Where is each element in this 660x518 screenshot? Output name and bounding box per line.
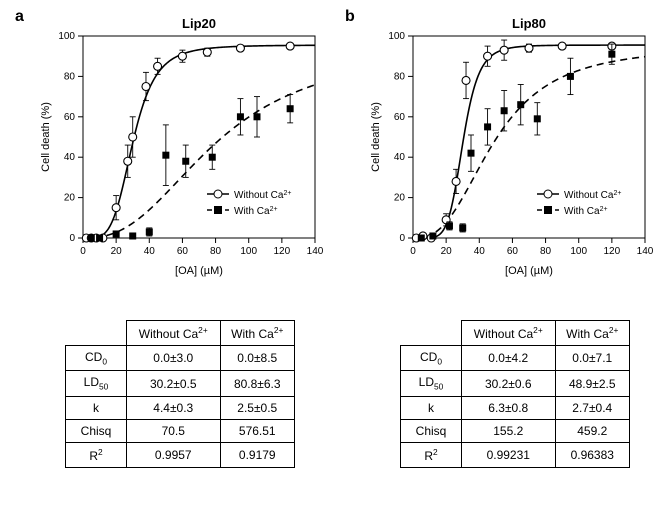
cell: 6.3±0.8 bbox=[462, 396, 556, 419]
svg-text:Lip80: Lip80 bbox=[512, 16, 546, 31]
svg-text:100: 100 bbox=[58, 31, 75, 42]
svg-text:40: 40 bbox=[64, 152, 76, 163]
svg-text:120: 120 bbox=[274, 246, 291, 257]
svg-text:0: 0 bbox=[80, 246, 86, 257]
svg-text:120: 120 bbox=[604, 246, 621, 257]
row-header: Chisq bbox=[401, 419, 462, 442]
chart-b: Lip80 0 20 40 60 80 100 120 140 0 20 40 60 80 100 [OA] … bbox=[365, 14, 655, 284]
row-header: k bbox=[66, 396, 127, 419]
svg-text:60: 60 bbox=[507, 246, 519, 257]
cell: 459.2 bbox=[555, 419, 629, 442]
cell: 30.2±0.6 bbox=[462, 371, 556, 396]
row-header: R2 bbox=[401, 442, 462, 467]
cell: 48.9±2.5 bbox=[555, 371, 629, 396]
svg-text:0: 0 bbox=[69, 233, 75, 244]
svg-text:Lip20: Lip20 bbox=[182, 16, 216, 31]
row-header: k bbox=[401, 396, 462, 419]
svg-text:60: 60 bbox=[64, 112, 76, 123]
svg-text:100: 100 bbox=[240, 246, 257, 257]
svg-text:40: 40 bbox=[144, 246, 156, 257]
cell: 0.0±8.5 bbox=[220, 346, 294, 371]
svg-text:20: 20 bbox=[394, 193, 406, 204]
svg-text:[OA] (µM): [OA] (µM) bbox=[505, 265, 553, 277]
col-without: Without Ca2+ bbox=[127, 321, 221, 346]
cell: 0.0±7.1 bbox=[555, 346, 629, 371]
cell: 0.9179 bbox=[220, 442, 294, 467]
svg-text:60: 60 bbox=[394, 112, 406, 123]
chart-b-svg: Lip80 0 20 40 60 80 100 120 140 0 20 40 60 80 100 [OA] … bbox=[365, 14, 655, 284]
table-b: Without Ca2+With Ca2+ CD00.0±4.20.0±7.1 LD… bbox=[400, 320, 630, 468]
svg-text:40: 40 bbox=[474, 246, 486, 257]
cell: 155.2 bbox=[462, 419, 556, 442]
svg-text:Without Ca2+: Without Ca2+ bbox=[564, 190, 621, 202]
svg-text:20: 20 bbox=[441, 246, 453, 257]
svg-text:40: 40 bbox=[394, 152, 406, 163]
row-header: CD0 bbox=[66, 346, 127, 371]
svg-text:Cell death (%): Cell death (%) bbox=[40, 102, 52, 172]
chart-a-svg: Lip20 0 20 40 60 80 100 120 140 0 20 40 60 80 100 [OA] … bbox=[35, 14, 325, 284]
cell: 2.5±0.5 bbox=[220, 396, 294, 419]
table-a: Without Ca2+With Ca2+ CD00.0±3.00.0±8.5 LD… bbox=[65, 320, 295, 468]
panel-a-label: a bbox=[15, 8, 24, 26]
svg-text:80: 80 bbox=[64, 71, 76, 82]
cell: 2.7±0.4 bbox=[555, 396, 629, 419]
svg-text:100: 100 bbox=[570, 246, 587, 257]
col-with: With Ca2+ bbox=[220, 321, 294, 346]
cell: 70.5 bbox=[127, 419, 221, 442]
row-header: Chisq bbox=[66, 419, 127, 442]
svg-text:0: 0 bbox=[410, 246, 416, 257]
cell: 4.4±0.3 bbox=[127, 396, 221, 419]
svg-text:20: 20 bbox=[64, 193, 76, 204]
chart-a: Lip20 0 20 40 60 80 100 120 140 0 20 40 60 80 100 [OA] … bbox=[35, 14, 325, 284]
col-with: With Ca2+ bbox=[555, 321, 629, 346]
svg-text:140: 140 bbox=[307, 246, 324, 257]
svg-text:140: 140 bbox=[637, 246, 654, 257]
svg-text:Without Ca2+: Without Ca2+ bbox=[234, 190, 291, 202]
svg-text:[OA] (µM): [OA] (µM) bbox=[175, 265, 223, 277]
panel-b-label: b bbox=[345, 8, 355, 26]
svg-text:60: 60 bbox=[177, 246, 189, 257]
svg-text:0: 0 bbox=[399, 233, 405, 244]
row-header: CD0 bbox=[401, 346, 462, 371]
svg-text:20: 20 bbox=[111, 246, 123, 257]
svg-text:80: 80 bbox=[540, 246, 552, 257]
cell: 0.9957 bbox=[127, 442, 221, 467]
cell: 80.8±6.3 bbox=[220, 371, 294, 396]
cell: 0.96383 bbox=[555, 442, 629, 467]
row-header: LD50 bbox=[401, 371, 462, 396]
svg-text:80: 80 bbox=[394, 71, 406, 82]
svg-text:80: 80 bbox=[210, 246, 222, 257]
cell: 30.2±0.5 bbox=[127, 371, 221, 396]
svg-text:With Ca2+: With Ca2+ bbox=[564, 206, 608, 218]
row-header: R2 bbox=[66, 442, 127, 467]
svg-text:Cell death (%): Cell death (%) bbox=[370, 102, 382, 172]
col-without: Without Ca2+ bbox=[462, 321, 556, 346]
cell: 0.0±4.2 bbox=[462, 346, 556, 371]
svg-text:100: 100 bbox=[388, 31, 405, 42]
svg-text:With Ca2+: With Ca2+ bbox=[234, 206, 278, 218]
cell: 0.99231 bbox=[462, 442, 556, 467]
cell: 576.51 bbox=[220, 419, 294, 442]
row-header: LD50 bbox=[66, 371, 127, 396]
cell: 0.0±3.0 bbox=[127, 346, 221, 371]
figure: a Lip20 0 20 40 60 80 100 120 140 0 20 40 60 80 100 [OA… bbox=[0, 0, 660, 518]
